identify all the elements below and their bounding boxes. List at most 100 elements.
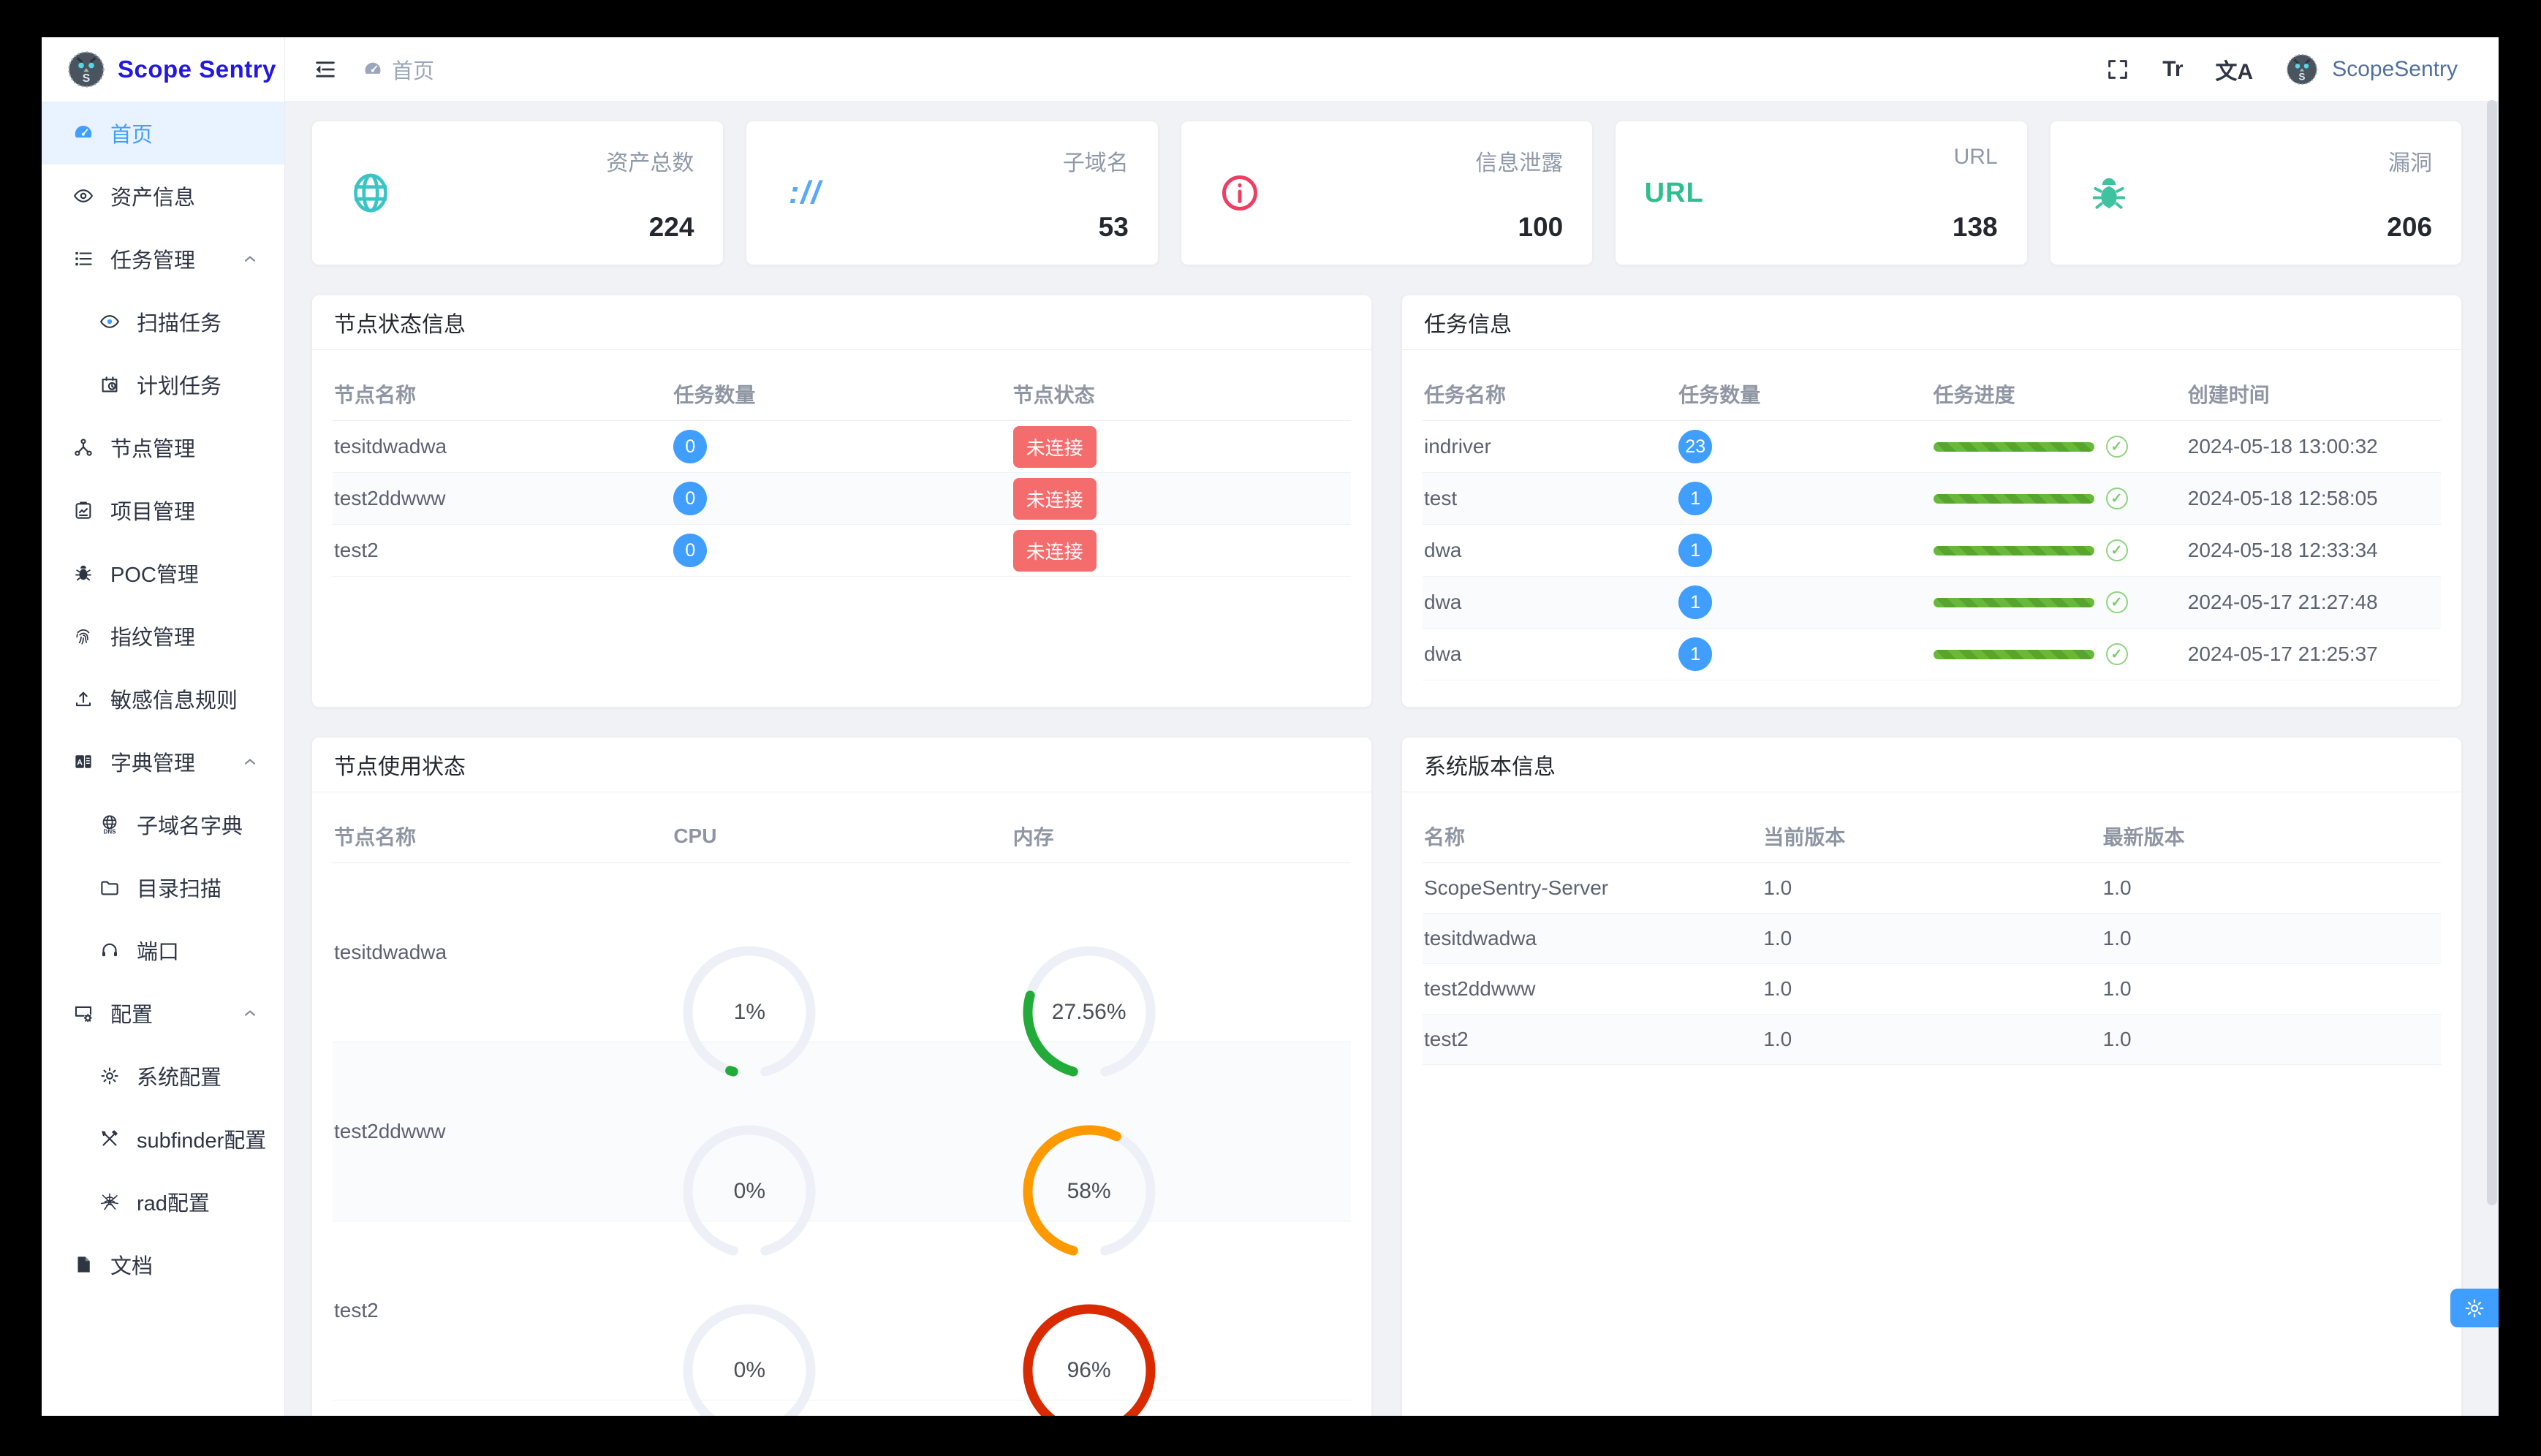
sidebar-item-project-mgmt[interactable]: 项目管理 [42, 479, 284, 542]
sidebar-item-subdomain-dict[interactable]: DNS 子域名字典 [42, 793, 284, 856]
task-count-badge: 0 [673, 534, 708, 567]
progress-bar [1933, 545, 2094, 556]
table-row: tesitdwadwa 1.0 1.0 [1423, 913, 2441, 964]
node-status-badge: 未连接 [1012, 477, 1097, 520]
stat-card-assets-total: 资产总数 224 [311, 121, 724, 265]
table-row: dwa 1 ✓ 2024-05-18 12:33:34 [1423, 524, 2441, 577]
gear-icon [99, 1065, 121, 1087]
svg-text:S: S [83, 72, 91, 85]
task-name: test [1423, 472, 1678, 525]
svg-text:A: A [77, 759, 83, 767]
sidebar-collapse-icon[interactable] [313, 57, 338, 82]
gauge-percent-label: 0% [733, 1179, 765, 1203]
list-icon [72, 248, 94, 270]
top-header: 首页 Tr 文A S ScopeSentry [285, 37, 2499, 102]
task-count-badge: 1 [1678, 585, 1713, 619]
column-header: 节点名称 [333, 368, 673, 421]
globe-stat-icon [349, 171, 393, 215]
fingerprint-icon [72, 625, 94, 647]
sidebar-item-subfinder-config[interactable]: subfinder配置 [42, 1107, 284, 1170]
stat-card-value: 224 [648, 212, 694, 242]
sidebar-item-system-config[interactable]: 系统配置 [42, 1044, 284, 1107]
scrollbar-thumb[interactable] [2487, 100, 2497, 1205]
monitor-gear-icon [72, 1002, 94, 1024]
settings-gear-button[interactable] [2450, 1289, 2499, 1327]
sidebar-item-sensitive-rules[interactable]: 敏感信息规则 [42, 667, 284, 730]
sidebar-item-scan-tasks[interactable]: 扫描任务 [42, 290, 284, 353]
stat-card-vulns: 漏洞 206 [2049, 121, 2463, 265]
node-name: test2 [333, 1221, 673, 1400]
gauge-percent-label: 58% [1067, 1179, 1111, 1203]
sidebar-item-label: 资产信息 [110, 186, 196, 210]
panel-title: 节点使用状态 [334, 755, 466, 779]
task-name: dwa [1423, 524, 1678, 577]
sidebar-item-task-mgmt[interactable]: 任务管理 [42, 227, 284, 290]
column-header: 任务进度 [1931, 368, 2186, 421]
task-count-badge: 1 [1678, 534, 1713, 567]
stat-card-value: 138 [1952, 212, 1998, 242]
check-circle-icon: ✓ [2105, 539, 2128, 561]
sidebar-item-ports[interactable]: 端口 [42, 919, 284, 982]
column-header: 任务数量 [672, 368, 1012, 421]
bug-filled-icon [2087, 171, 2131, 215]
document-icon [72, 1254, 94, 1275]
stat-card-label: 漏洞 [2388, 151, 2433, 175]
column-header: CPU [672, 810, 1012, 863]
stat-card-label: 资产总数 [606, 151, 694, 175]
panel-title: 节点状态信息 [334, 313, 466, 337]
stat-card-subdomains: :// 子域名 53 [746, 121, 1159, 265]
task-progress: ✓ [1933, 436, 2186, 458]
stat-card-value: 53 [1098, 212, 1129, 242]
node-status-table: 节点名称 任务数量 节点状态 tesitdwadwa 0 未连接 test2ddwww 0 未连… [333, 368, 1351, 577]
chevron-up-icon [241, 249, 260, 268]
sidebar-item-dict-mgmt[interactable]: A 字典管理 [42, 730, 284, 793]
sidebar-item-docs[interactable]: 文档 [42, 1233, 284, 1296]
task-count-badge: 0 [673, 430, 708, 463]
user-name[interactable]: ScopeSentry [2332, 56, 2458, 81]
sidebar-item-fingerprint-mgmt[interactable]: 指纹管理 [42, 604, 284, 667]
task-created-time: 2024-05-17 21:27:48 [2186, 576, 2441, 629]
headset-icon [99, 939, 121, 961]
sidebar-item-label: 节点管理 [110, 438, 196, 461]
sidebar-item-poc-mgmt[interactable]: POC管理 [42, 542, 284, 604]
translate-icon[interactable]: 文A [2216, 53, 2254, 86]
current-version: 1.0 [1762, 913, 2102, 964]
owl-logo-icon: S [67, 50, 106, 89]
sidebar-item-node-mgmt[interactable]: 节点管理 [42, 416, 284, 479]
sidebar-item-scheduled-tasks[interactable]: 计划任务 [42, 353, 284, 416]
current-version: 1.0 [1762, 963, 2102, 1015]
sidebar-item-label: 字典管理 [110, 752, 196, 776]
task-created-time: 2024-05-17 21:25:37 [2186, 628, 2441, 680]
column-header: 节点名称 [333, 810, 673, 863]
node-status-badge: 未连接 [1012, 529, 1097, 572]
current-version: 1.0 [1762, 1014, 2102, 1065]
table-row: test2ddwww 0% 58% [333, 1042, 1351, 1256]
avatar[interactable]: S [2285, 53, 2319, 86]
progress-bar [1933, 649, 2094, 659]
panel-version-info: 系统版本信息 名称 当前版本 最新版本 ScopeSentry-Server 1.0 1.… [1401, 737, 2462, 1416]
sidebar-item-asset-info[interactable]: 资产信息 [42, 164, 284, 227]
dashboard-icon [363, 59, 383, 80]
sidebar-item-config[interactable]: 配置 [42, 982, 284, 1044]
font-size-icon[interactable]: Tr [2162, 56, 2184, 81]
task-count-badge: 1 [1678, 637, 1713, 671]
check-circle-icon: ✓ [2105, 591, 2128, 613]
progress-bar [1933, 597, 2094, 607]
sidebar-item-home[interactable]: 首页 [42, 102, 284, 164]
chevron-up-icon [241, 1004, 260, 1023]
check-circle-icon: ✓ [2105, 436, 2128, 458]
column-header: 创建时间 [2186, 368, 2441, 421]
fullscreen-icon[interactable] [2105, 57, 2130, 82]
table-row: test2 0 未连接 [333, 524, 1351, 577]
breadcrumb[interactable]: 首页 [363, 54, 434, 85]
sidebar-item-label: POC管理 [110, 564, 199, 587]
nodes-icon [72, 436, 94, 458]
stat-card-label: 信息泄露 [1475, 151, 1564, 175]
current-version: 1.0 [1762, 862, 2102, 914]
sidebar-item-label: 任务管理 [110, 249, 196, 273]
sidebar-item-dir-scan[interactable]: 目录扫描 [42, 856, 284, 919]
spider-icon [99, 1191, 121, 1213]
node-usage-table: 节点名称 CPU 内存 tesitdwadwa 1% 27.56% test2ddwww 0%… [333, 810, 1351, 1416]
sidebar-item-label: rad配置 [137, 1192, 210, 1216]
sidebar-item-rad-config[interactable]: rad配置 [42, 1170, 284, 1233]
